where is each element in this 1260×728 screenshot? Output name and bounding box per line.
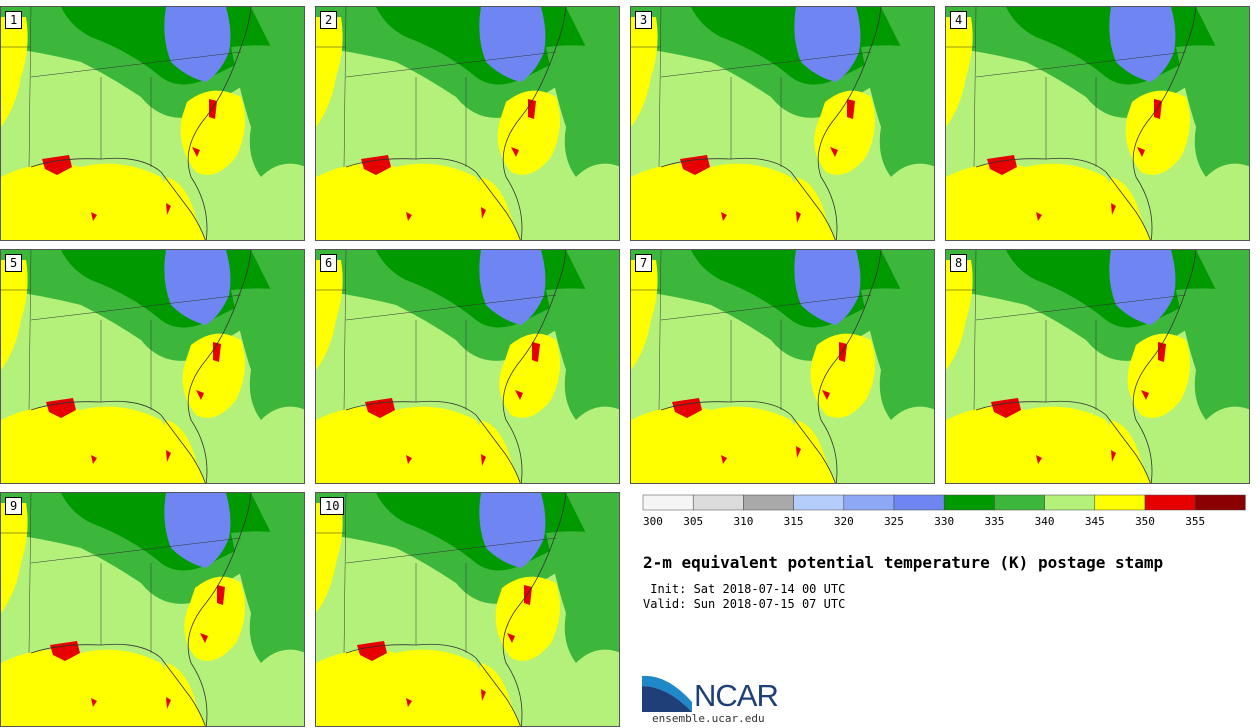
map-panel-3: 3 [630,6,935,241]
colorbar-swatch [943,494,995,511]
colorbar-swatch [1194,494,1246,511]
colorbar-swatch [1144,494,1196,511]
map-image [1,493,304,726]
colorbar-swatch [642,494,694,511]
colorbar-tick-label: 305 [683,515,703,528]
panel-label: 5 [5,254,23,272]
map-panel-8: 8 [945,249,1250,484]
colorbar-tick-label: 300 [643,515,663,528]
panel-label: 6 [320,254,338,272]
colorbar-tick-label: 355 [1185,515,1205,528]
map-panel-10: 10 [315,492,620,727]
map-panel-1: 1 [0,6,305,241]
panel-label: 2 [320,11,338,29]
map-panel-6: 6 [315,249,620,484]
map-panel-4: 4 [945,6,1250,241]
map-image [1,7,304,240]
logo-text: NCAR [694,678,779,713]
colorbar-swatch [793,494,845,511]
map-panel-5: 5 [0,249,305,484]
colorbar-swatch [692,494,744,511]
map-image [631,250,934,483]
map-image [1,250,304,483]
panel-label: 4 [950,11,968,29]
colorbar-tick-label: 310 [733,515,753,528]
map-image [946,7,1249,240]
ncar-swoosh-icon [642,675,692,712]
map-image [316,7,619,240]
map-image [946,250,1249,483]
colorbar: 300 305 310 315 320 325 330 335 340 345 350 355 [642,494,1246,528]
colorbar-tick-label: 315 [784,515,804,528]
logo-url: ensemble.ucar.edu [652,712,765,725]
panel-label: 3 [635,11,653,29]
panel-label: 10 [320,497,345,515]
panel-label: 8 [950,254,968,272]
colorbar-tick-label: 335 [984,515,1004,528]
map-panel-9: 9 [0,492,305,727]
map-image [316,250,619,483]
colorbar-swatch [994,494,1045,511]
map-panel-7: 7 [630,249,935,484]
colorbar-swatch [843,494,895,511]
plot-title: 2-m equivalent potential temperature (K)… [643,553,1164,572]
map-panel-2: 2 [315,6,620,241]
colorbar-tick-label: 345 [1085,515,1105,528]
colorbar-swatch [893,494,945,511]
colorbar-tick-label: 340 [1035,515,1055,528]
map-image [631,7,934,240]
init-time: Init: Sat 2018-07-14 00 UTC [643,582,846,596]
colorbar-swatch [1094,494,1146,511]
colorbar-tick-label: 330 [934,515,954,528]
panel-label: 7 [635,254,653,272]
map-image [316,493,619,726]
colorbar-tick-label: 325 [884,515,904,528]
colorbar-tick-label: 350 [1135,515,1155,528]
colorbar-tick-label: 320 [834,515,854,528]
panel-label: 1 [5,11,23,29]
colorbar-swatch [1044,494,1096,511]
ncar-logo: NCAR ensemble.ucar.edu [642,670,802,726]
panel-label: 9 [5,497,23,515]
valid-time: Valid: Sun 2018-07-15 07 UTC [643,597,846,611]
colorbar-swatch [743,494,794,511]
